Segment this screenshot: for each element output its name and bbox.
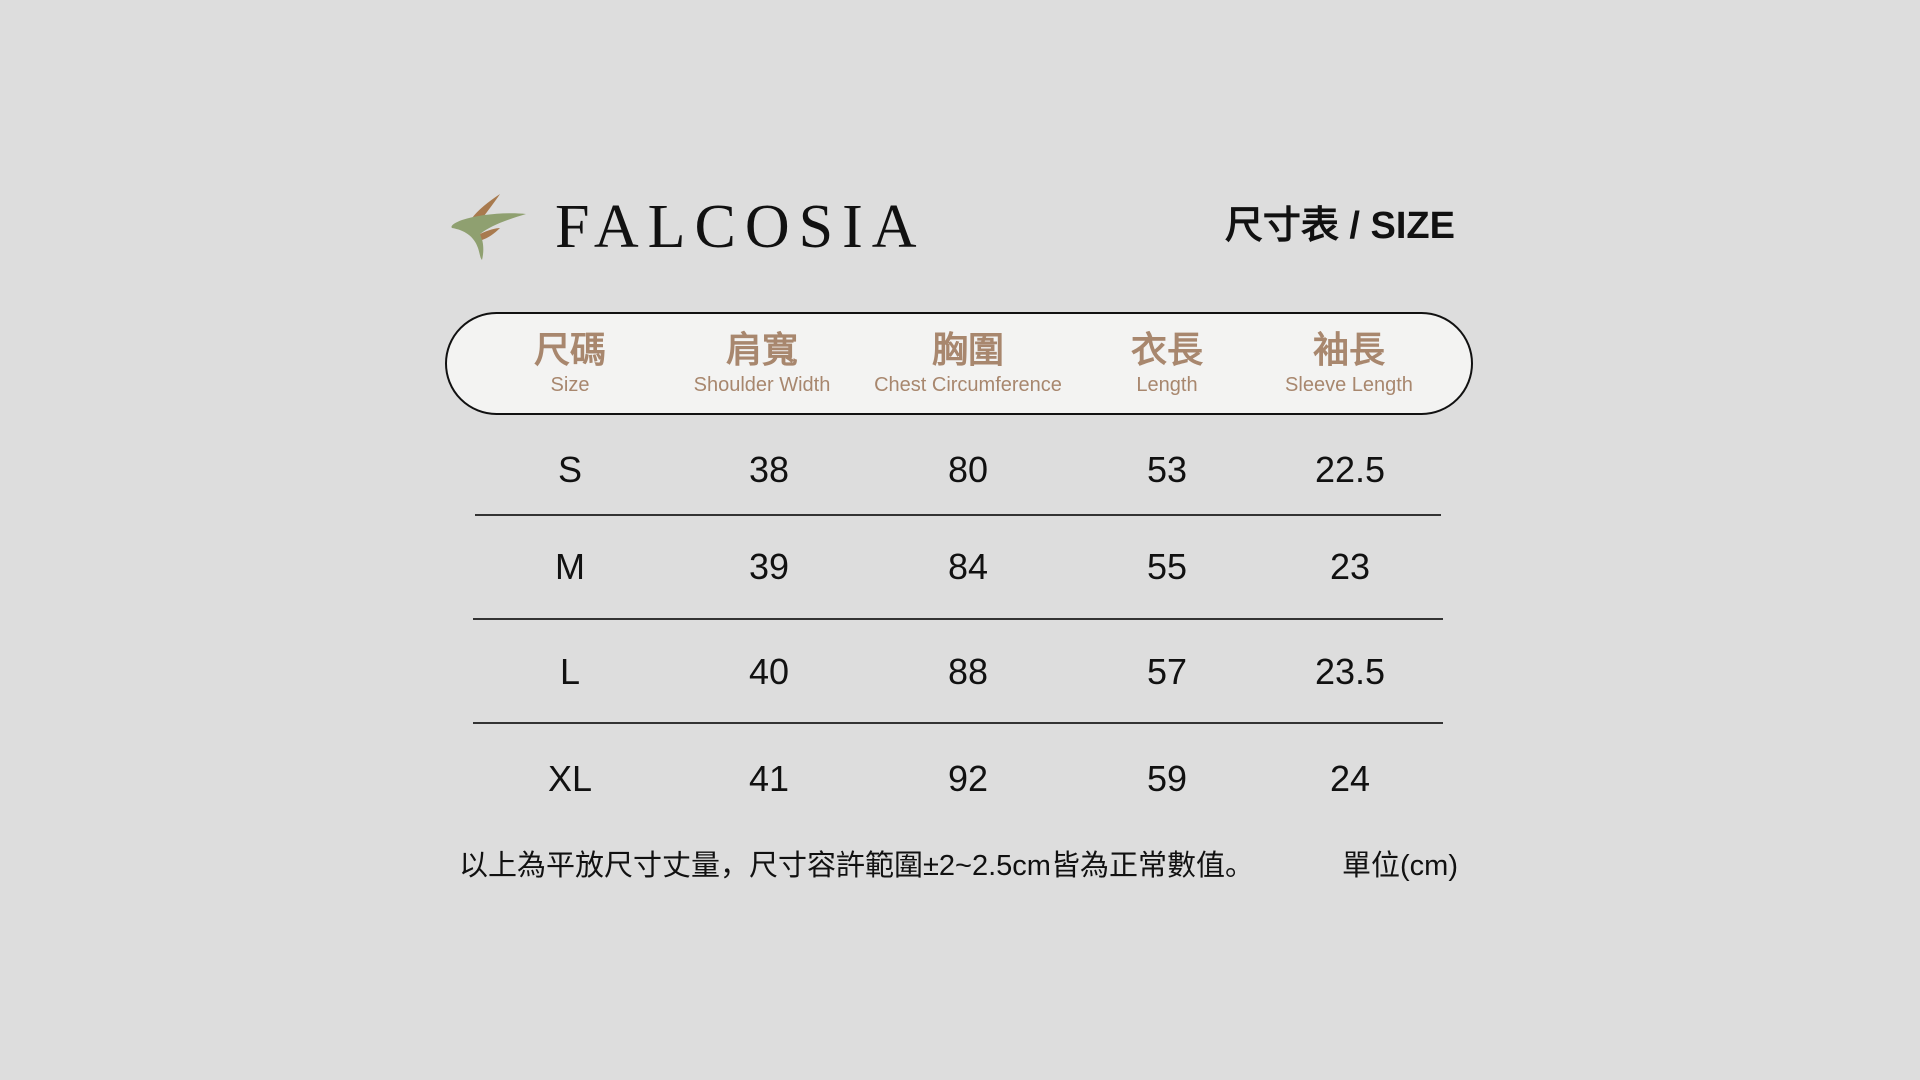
row-divider xyxy=(475,514,1441,516)
header-zh: 胸圍 xyxy=(931,329,1004,370)
header-zh: 肩寬 xyxy=(725,329,798,370)
table-cell: 24 xyxy=(1329,758,1371,799)
header-en: Length xyxy=(1136,374,1198,396)
table-row: M 39 84 55 23 xyxy=(0,542,1920,592)
header-zh: 衣長 xyxy=(1130,329,1203,370)
header-en: Chest Circumference xyxy=(874,374,1062,396)
table-cell: 23.5 xyxy=(1314,651,1386,692)
table-row: XL 41 92 59 24 xyxy=(0,754,1920,804)
brand-name: FALCOSIA xyxy=(555,193,926,261)
table-cell: 22.5 xyxy=(1314,449,1386,490)
page-title: 尺寸表 / SIZE xyxy=(1224,205,1455,247)
table-cell: S xyxy=(557,449,582,490)
header-zh: 袖長 xyxy=(1312,329,1385,370)
table-cell: 39 xyxy=(748,546,790,587)
table-cell: 38 xyxy=(748,449,790,490)
table-cell: M xyxy=(555,546,585,587)
table-header: 尺碼 Size 肩寬 Shoulder Width 胸圍 Chest Circumfe… xyxy=(445,312,1473,415)
column-header-chest: 胸圍 Chest Circumference xyxy=(848,328,1088,398)
table-cell: 92 xyxy=(947,758,989,799)
brand-logo-icon xyxy=(451,194,526,260)
table-cell: 84 xyxy=(947,546,989,587)
table-row: S 38 80 53 22.5 xyxy=(0,445,1920,495)
header-en: Size xyxy=(550,374,590,396)
header-en: Shoulder Width xyxy=(693,374,831,396)
table-cell: 88 xyxy=(947,651,989,692)
row-divider xyxy=(473,722,1443,724)
column-header-size: 尺碼 Size xyxy=(450,328,690,398)
table-cell: XL xyxy=(547,758,593,799)
table-cell: 41 xyxy=(748,758,790,799)
table-cell: 23 xyxy=(1329,546,1371,587)
header-zh: 尺碼 xyxy=(533,329,606,370)
header-en: Sleeve Length xyxy=(1285,374,1413,396)
table-cell: 53 xyxy=(1146,449,1188,490)
column-header-shoulder: 肩寬 Shoulder Width xyxy=(642,328,882,398)
table-cell: 59 xyxy=(1146,758,1188,799)
column-header-length: 衣長 Length xyxy=(1047,328,1287,398)
table-row: L 40 88 57 23.5 xyxy=(0,647,1920,697)
measurement-note: 以上為平放尺寸丈量，尺寸容許範圍±2~2.5cm皆為正常數值。 xyxy=(459,850,1254,882)
column-header-sleeve: 袖長 Sleeve Length xyxy=(1229,328,1469,398)
table-cell: 80 xyxy=(947,449,989,490)
table-cell: 55 xyxy=(1146,546,1188,587)
table-cell: 57 xyxy=(1146,651,1188,692)
table-cell: 40 xyxy=(748,651,790,692)
unit-label: 單位(cm) xyxy=(1342,850,1458,882)
row-divider xyxy=(473,618,1443,620)
table-cell: L xyxy=(559,651,581,692)
